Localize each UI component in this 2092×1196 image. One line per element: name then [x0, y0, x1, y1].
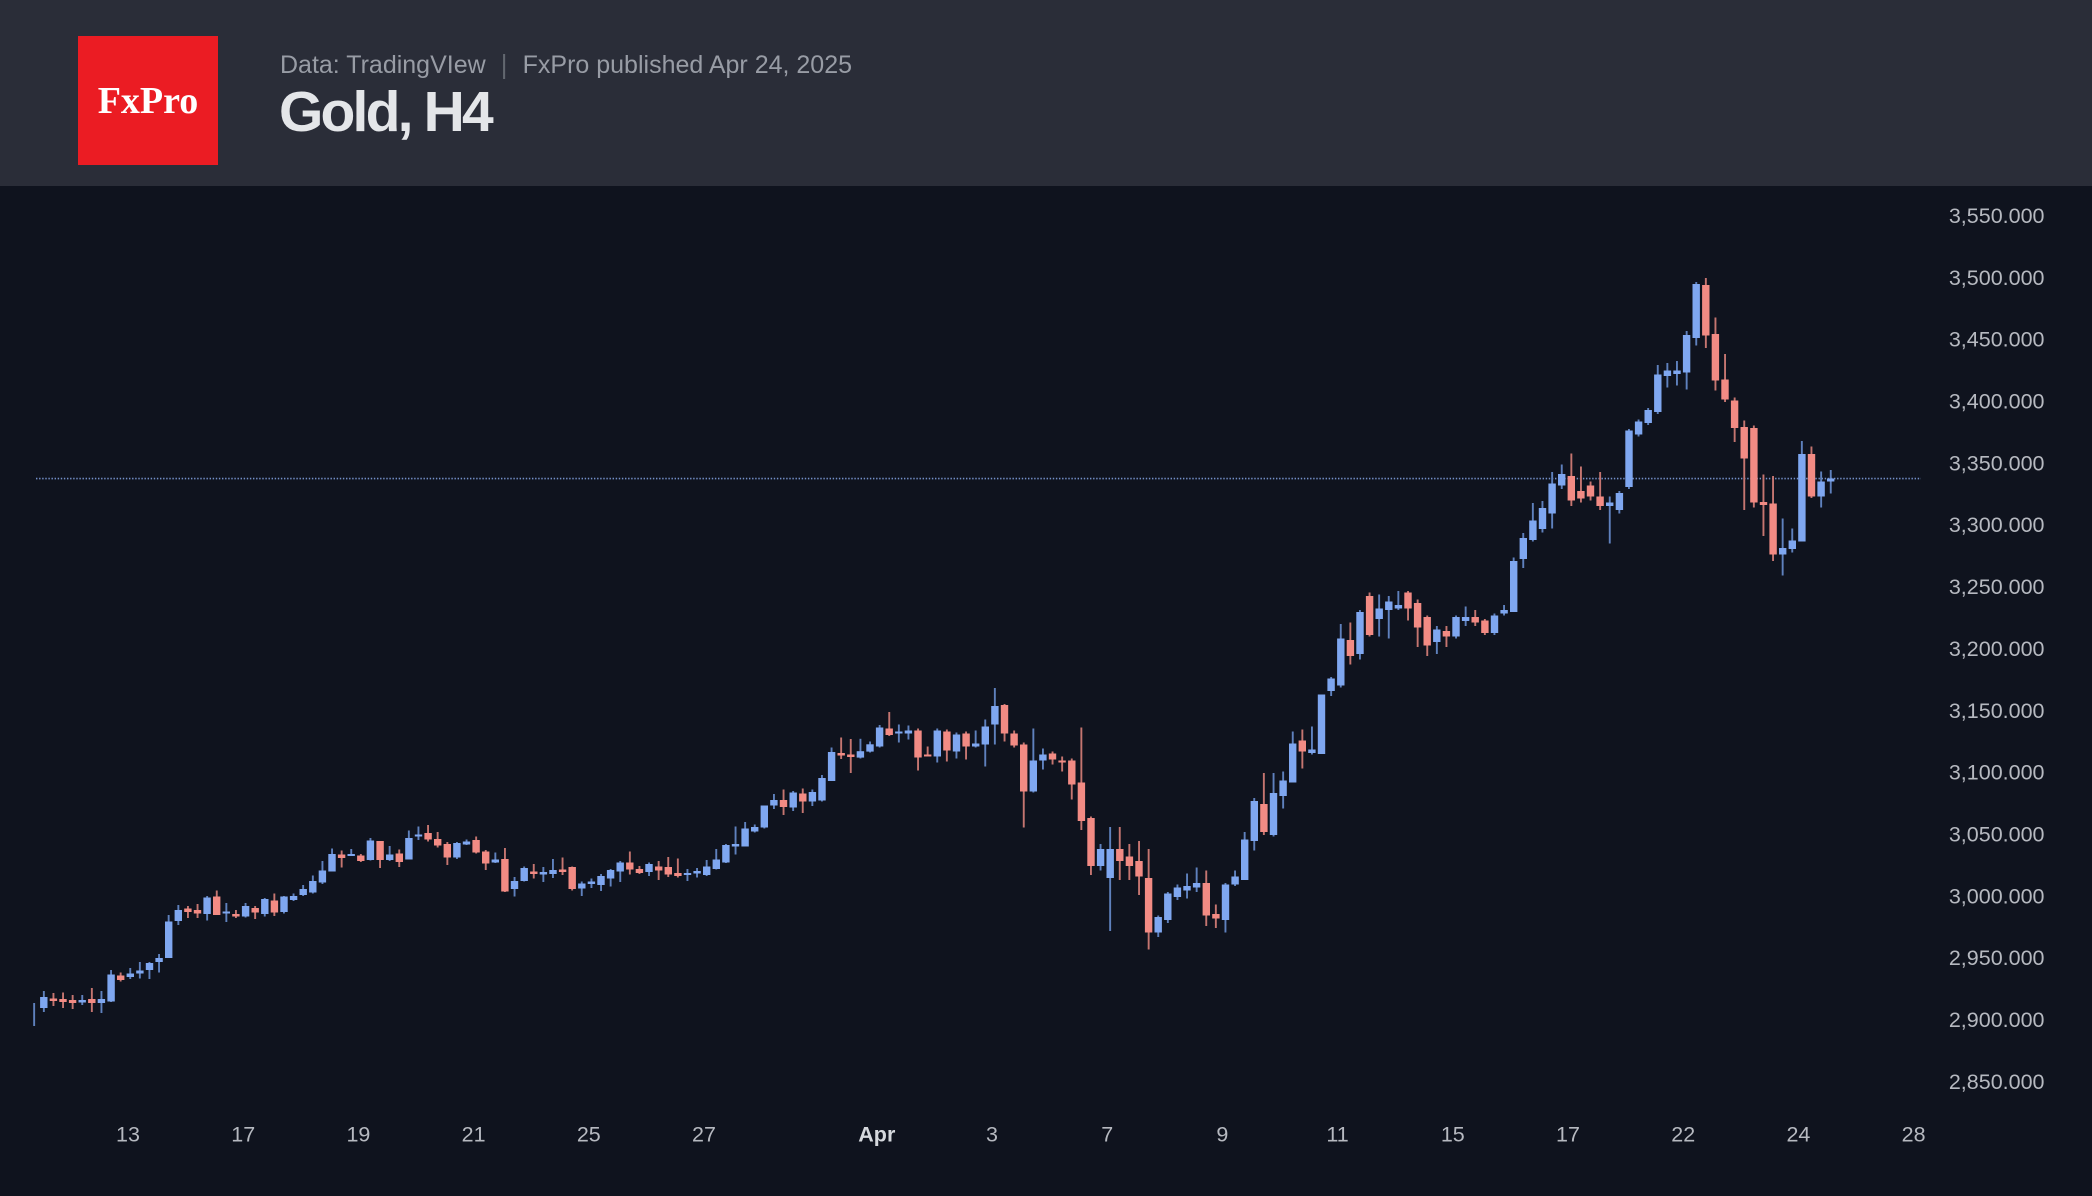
svg-text:27: 27 — [692, 1123, 716, 1147]
svg-text:Apr: Apr — [858, 1123, 896, 1147]
svg-text:24: 24 — [1786, 1123, 1810, 1147]
svg-text:17: 17 — [1556, 1123, 1580, 1147]
svg-text:3,250.000: 3,250.000 — [1949, 575, 2045, 599]
svg-text:3,500.000: 3,500.000 — [1949, 266, 2045, 290]
svg-text:3: 3 — [986, 1123, 998, 1147]
svg-text:11: 11 — [1326, 1123, 1348, 1147]
svg-text:3,150.000: 3,150.000 — [1949, 699, 2045, 723]
svg-text:2,850.000: 2,850.000 — [1949, 1070, 2045, 1094]
svg-text:21: 21 — [462, 1123, 486, 1147]
svg-text:3,100.000: 3,100.000 — [1949, 761, 2045, 785]
svg-text:25: 25 — [577, 1123, 601, 1147]
svg-text:3,000.000: 3,000.000 — [1949, 884, 2045, 908]
svg-text:2,900.000: 2,900.000 — [1949, 1008, 2045, 1032]
svg-text:3,200.000: 3,200.000 — [1949, 637, 2045, 661]
svg-text:3,450.000: 3,450.000 — [1949, 328, 2045, 352]
svg-text:22: 22 — [1671, 1123, 1695, 1147]
svg-text:15: 15 — [1441, 1123, 1465, 1147]
svg-text:9: 9 — [1216, 1123, 1228, 1147]
svg-text:3,050.000: 3,050.000 — [1949, 823, 2045, 847]
svg-text:28: 28 — [1902, 1123, 1926, 1147]
svg-text:3,550.000: 3,550.000 — [1949, 204, 2045, 228]
svg-text:13: 13 — [116, 1123, 140, 1147]
svg-text:3,350.000: 3,350.000 — [1949, 451, 2045, 475]
svg-text:19: 19 — [346, 1123, 370, 1147]
svg-text:7: 7 — [1101, 1123, 1113, 1147]
svg-text:2,950.000: 2,950.000 — [1949, 946, 2045, 970]
svg-text:3,300.000: 3,300.000 — [1949, 513, 2045, 537]
svg-text:17: 17 — [231, 1123, 255, 1147]
svg-text:3,400.000: 3,400.000 — [1949, 390, 2045, 414]
